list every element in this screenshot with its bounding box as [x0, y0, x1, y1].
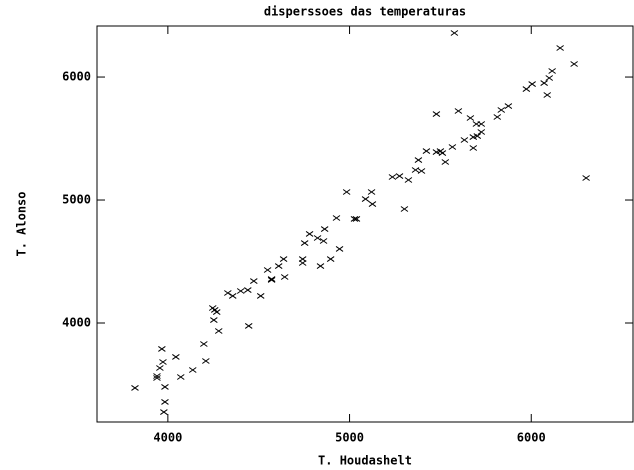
point: [540, 80, 548, 86]
x-tick-label: 6000: [517, 431, 546, 445]
plot-frame: [96, 25, 634, 423]
point: [432, 111, 441, 117]
point: [279, 256, 288, 262]
x-axis-label: T. Houdashelt: [318, 454, 412, 468]
point: [545, 75, 554, 81]
point: [395, 173, 404, 179]
point: [161, 384, 169, 390]
chart-title: disperssoes das temperaturas: [264, 5, 466, 19]
point: [200, 341, 208, 347]
point: [244, 323, 253, 329]
point: [352, 216, 361, 222]
point: [522, 86, 531, 92]
x-tick-label: 5000: [335, 431, 364, 445]
y-axis-label: T. Alonso: [15, 191, 29, 256]
point: [212, 309, 221, 315]
point: [305, 231, 314, 237]
point: [388, 174, 397, 180]
point: [582, 175, 590, 181]
point: [250, 278, 258, 284]
point: [244, 287, 252, 293]
point: [477, 129, 486, 135]
point: [156, 365, 164, 371]
point: [153, 373, 161, 379]
point: [188, 367, 197, 373]
point: [450, 30, 459, 36]
point: [466, 115, 475, 121]
point: [454, 108, 463, 114]
point: [404, 177, 413, 183]
point: [528, 81, 536, 87]
point: [473, 133, 482, 139]
point: [320, 226, 329, 232]
point: [274, 263, 283, 269]
point: [263, 267, 272, 273]
point: [131, 385, 139, 391]
point: [469, 145, 478, 151]
point: [214, 328, 223, 334]
point: [176, 374, 185, 380]
point: [361, 196, 370, 202]
point: [556, 45, 564, 51]
point: [202, 358, 210, 364]
point: [267, 276, 276, 282]
point: [267, 277, 276, 283]
y-tick-label: 5000: [62, 193, 91, 207]
point: [161, 399, 169, 405]
point: [300, 240, 309, 246]
point: [228, 293, 237, 299]
y-tick-label: 6000: [62, 70, 91, 84]
point: [504, 103, 513, 109]
y-tick-label: 4000: [62, 316, 91, 330]
point: [543, 92, 552, 98]
point: [350, 216, 359, 222]
point: [153, 375, 161, 381]
point: [313, 235, 322, 241]
point: [414, 157, 423, 163]
point: [477, 121, 486, 127]
point: [422, 148, 431, 154]
point: [342, 189, 351, 195]
point: [460, 137, 469, 143]
point: [210, 317, 218, 323]
point: [236, 288, 245, 294]
point: [570, 61, 578, 67]
point: [172, 354, 180, 360]
point: [158, 346, 166, 352]
point: [332, 215, 341, 221]
point: [280, 274, 289, 280]
point: [316, 263, 325, 269]
point: [367, 189, 376, 195]
point: [256, 293, 265, 299]
point: [159, 359, 167, 365]
point: [493, 114, 502, 120]
point: [326, 256, 335, 262]
point: [441, 159, 450, 165]
x-tick-label: 4000: [153, 431, 182, 445]
point: [417, 168, 426, 174]
point: [497, 107, 506, 113]
point: [335, 246, 344, 252]
point: [160, 409, 168, 415]
point: [298, 256, 307, 262]
point: [411, 167, 420, 173]
point: [368, 201, 377, 207]
point: [319, 238, 328, 244]
point: [400, 206, 409, 212]
point: [548, 68, 556, 74]
point: [448, 144, 457, 150]
point: [438, 150, 447, 156]
